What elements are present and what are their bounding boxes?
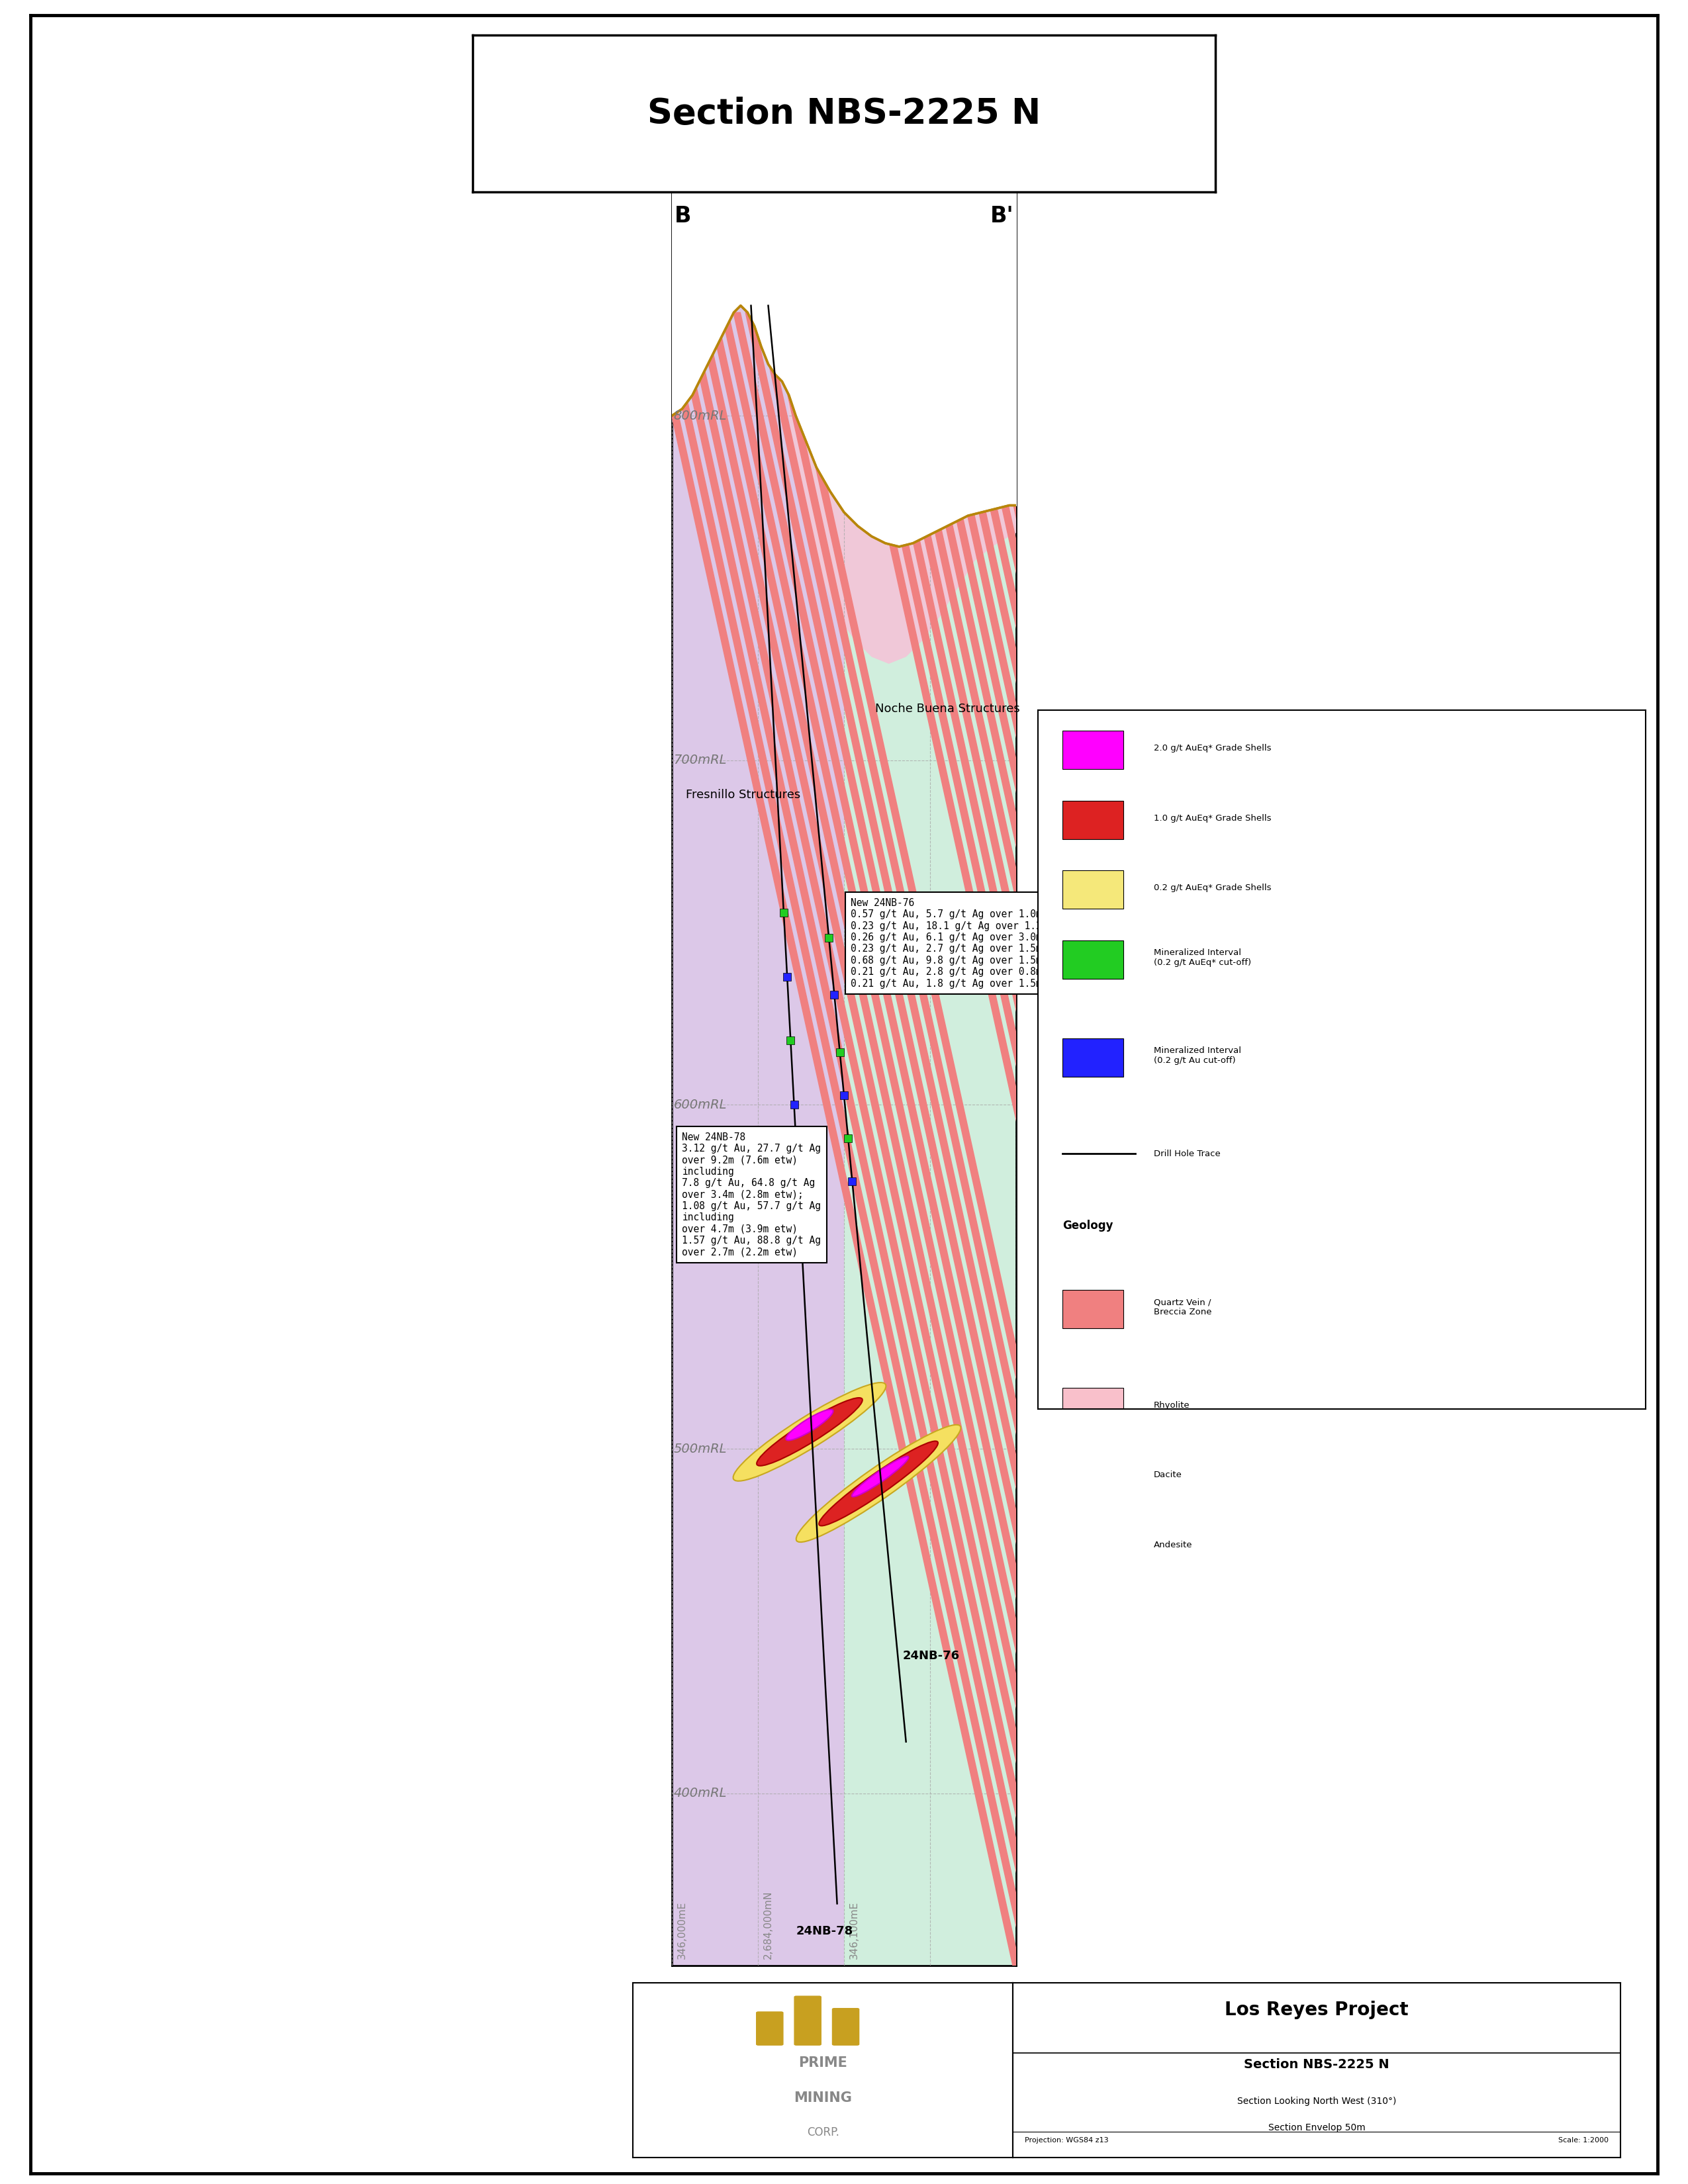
Text: 24NB-78: 24NB-78: [795, 1926, 852, 1937]
Text: 500mRL: 500mRL: [674, 1444, 728, 1455]
Text: 2.0 g/t AuEq* Grade Shells: 2.0 g/t AuEq* Grade Shells: [1153, 745, 1271, 753]
Text: 700mRL: 700mRL: [674, 753, 728, 767]
Text: Los Reyes Project: Los Reyes Project: [1225, 2001, 1408, 2018]
Polygon shape: [886, 312, 1258, 1966]
FancyBboxPatch shape: [1062, 1291, 1123, 1328]
FancyBboxPatch shape: [1062, 941, 1123, 978]
Polygon shape: [672, 175, 1016, 1966]
Polygon shape: [721, 312, 1092, 1966]
Polygon shape: [874, 312, 1246, 1966]
Polygon shape: [782, 312, 1153, 1966]
Polygon shape: [697, 312, 1069, 1966]
Polygon shape: [851, 312, 1220, 1966]
Polygon shape: [971, 312, 1342, 1966]
Text: Dacite: Dacite: [1153, 1470, 1182, 1479]
Text: New 24NB-78
3.12 g/t Au, 27.7 g/t Ag
over 9.2m (7.6m etw)
including
7.8 g/t Au, : New 24NB-78 3.12 g/t Au, 27.7 g/t Ag ove…: [682, 1131, 820, 1258]
Polygon shape: [648, 312, 1020, 1966]
Polygon shape: [959, 312, 1330, 1966]
FancyBboxPatch shape: [795, 1996, 820, 2044]
Polygon shape: [674, 312, 1043, 1966]
Text: 346,100mE: 346,100mE: [849, 1900, 859, 1959]
Polygon shape: [863, 312, 1234, 1966]
Ellipse shape: [733, 1382, 886, 1481]
Text: MINING: MINING: [793, 2092, 852, 2105]
Text: CORP.: CORP.: [807, 2127, 839, 2138]
Text: 24NB-76: 24NB-76: [903, 1649, 959, 1662]
FancyBboxPatch shape: [1062, 1387, 1123, 1426]
Text: 800mRL: 800mRL: [674, 411, 728, 422]
Text: PRIME: PRIME: [798, 2057, 847, 2070]
Ellipse shape: [756, 1398, 863, 1465]
Polygon shape: [898, 312, 1269, 1966]
Text: Projection: WGS84 z13: Projection: WGS84 z13: [1025, 2136, 1109, 2143]
Text: Quartz Vein /
Breccia Zone: Quartz Vein / Breccia Zone: [1153, 1297, 1212, 1317]
Polygon shape: [982, 312, 1354, 1966]
Text: 0.2 g/t AuEq* Grade Shells: 0.2 g/t AuEq* Grade Shells: [1153, 885, 1271, 893]
Polygon shape: [770, 312, 1141, 1966]
Text: 346,000mE: 346,000mE: [677, 1900, 687, 1959]
Polygon shape: [709, 312, 1080, 1966]
Polygon shape: [947, 312, 1318, 1966]
Text: Section Looking North West (310°): Section Looking North West (310°): [1237, 2097, 1396, 2105]
Polygon shape: [746, 312, 1116, 1966]
FancyBboxPatch shape: [1062, 802, 1123, 839]
Polygon shape: [839, 312, 1209, 1966]
FancyBboxPatch shape: [832, 2009, 859, 2044]
FancyBboxPatch shape: [1062, 732, 1123, 769]
Polygon shape: [844, 175, 1016, 1966]
Text: New 24NB-76
0.57 g/t Au, 5.7 g/t Ag over 1.0m (0.9m etw)
0.23 g/t Au, 18.1 g/t A: New 24NB-76 0.57 g/t Au, 5.7 g/t Ag over…: [851, 898, 1111, 989]
Text: 1.0 g/t AuEq* Grade Shells: 1.0 g/t AuEq* Grade Shells: [1153, 815, 1271, 823]
Ellipse shape: [819, 1441, 939, 1527]
Text: Mineralized Interval
(0.2 g/t Au cut-off): Mineralized Interval (0.2 g/t Au cut-off…: [1153, 1046, 1241, 1066]
FancyBboxPatch shape: [1062, 871, 1123, 909]
Polygon shape: [758, 312, 1128, 1966]
Polygon shape: [923, 312, 1293, 1966]
Text: Rhyolite: Rhyolite: [1153, 1400, 1190, 1409]
Polygon shape: [733, 312, 1104, 1966]
Text: Section Envelop 50m: Section Envelop 50m: [1268, 2123, 1366, 2132]
Text: Geology: Geology: [1062, 1221, 1112, 1232]
Text: B: B: [675, 205, 692, 227]
Text: Noche Buena Structures: Noche Buena Structures: [874, 703, 1020, 714]
FancyBboxPatch shape: [1062, 1457, 1123, 1496]
Polygon shape: [912, 312, 1281, 1966]
Ellipse shape: [852, 1457, 908, 1496]
FancyBboxPatch shape: [756, 2011, 783, 2044]
Text: Drill Hole Trace: Drill Hole Trace: [1153, 1149, 1220, 1158]
Text: B': B': [989, 205, 1013, 227]
Polygon shape: [935, 312, 1305, 1966]
Ellipse shape: [787, 1409, 834, 1441]
Text: 400mRL: 400mRL: [674, 1787, 728, 1800]
Ellipse shape: [797, 1424, 960, 1542]
Polygon shape: [685, 312, 1057, 1966]
Polygon shape: [662, 312, 1031, 1966]
Text: 2,684,000mN: 2,684,000mN: [763, 1889, 773, 1959]
Text: Section NBS-2225 N: Section NBS-2225 N: [647, 96, 1041, 131]
FancyBboxPatch shape: [1062, 1037, 1123, 1077]
Text: 600mRL: 600mRL: [674, 1099, 728, 1112]
Text: Mineralized Interval
(0.2 g/t AuEq* cut-off): Mineralized Interval (0.2 g/t AuEq* cut-…: [1153, 948, 1251, 968]
Text: Section NBS-2225 N: Section NBS-2225 N: [1244, 2057, 1389, 2070]
Text: Scale: 1:2000: Scale: 1:2000: [1558, 2136, 1609, 2143]
Text: Andesite: Andesite: [1153, 1540, 1192, 1548]
FancyBboxPatch shape: [1062, 1527, 1123, 1566]
Polygon shape: [672, 175, 1016, 664]
Text: Fresnillo Structures: Fresnillo Structures: [685, 788, 800, 802]
